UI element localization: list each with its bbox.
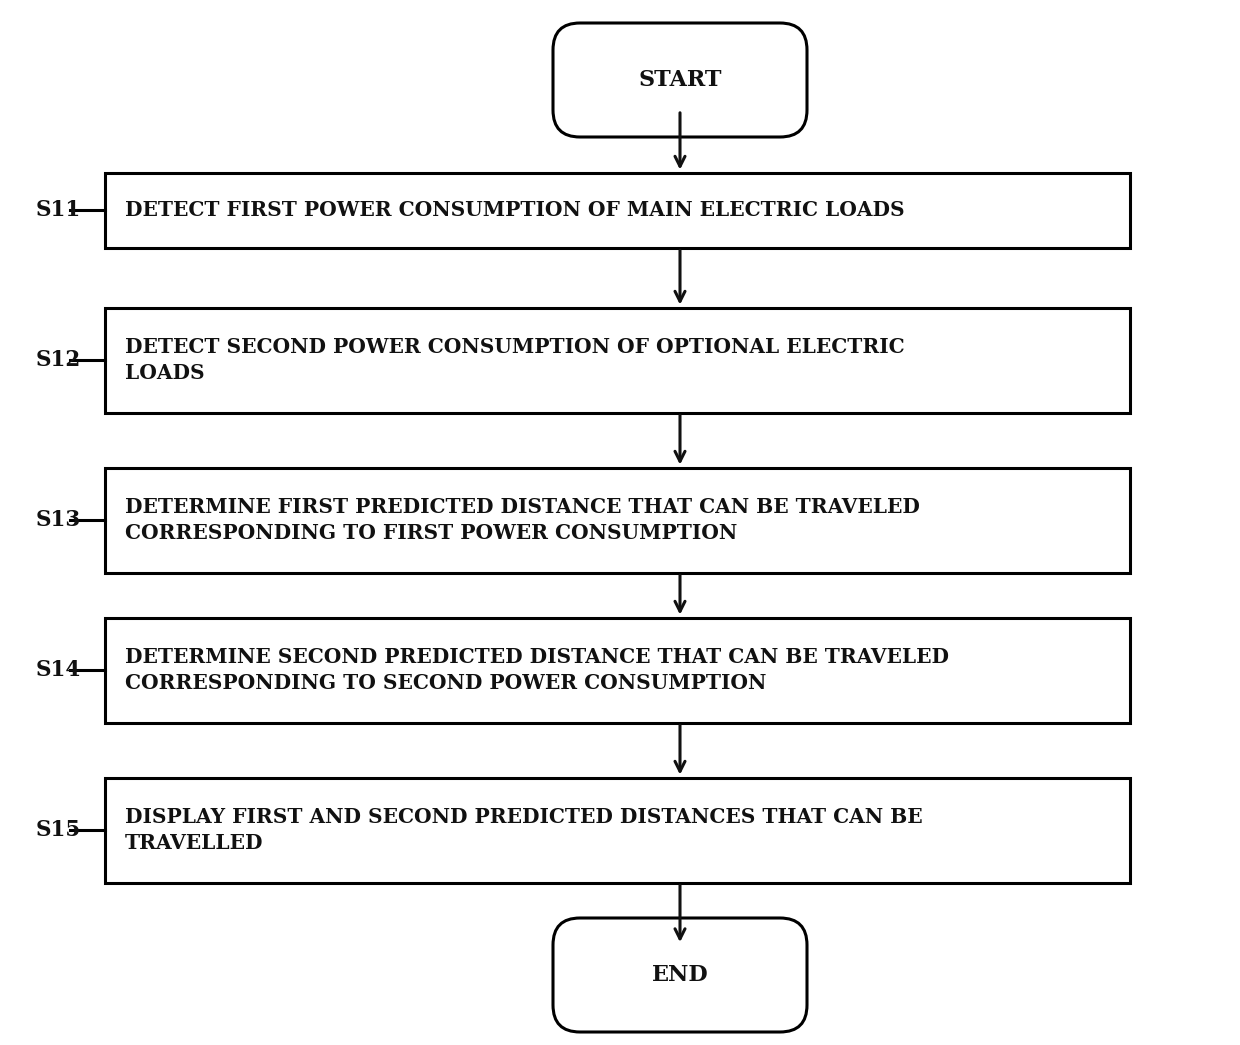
FancyBboxPatch shape [553, 918, 807, 1032]
Text: DETECT SECOND POWER CONSUMPTION OF OPTIONAL ELECTRIC: DETECT SECOND POWER CONSUMPTION OF OPTIO… [125, 336, 905, 357]
Text: DETERMINE FIRST PREDICTED DISTANCE THAT CAN BE TRAVELED: DETERMINE FIRST PREDICTED DISTANCE THAT … [125, 497, 920, 517]
Text: LOADS: LOADS [125, 363, 205, 384]
Text: S13: S13 [36, 509, 81, 531]
Bar [105, 777, 1130, 882]
Text: S14: S14 [35, 659, 81, 681]
Text: DETERMINE SECOND PREDICTED DISTANCE THAT CAN BE TRAVELED: DETERMINE SECOND PREDICTED DISTANCE THAT… [125, 647, 949, 667]
Text: DETECT FIRST POWER CONSUMPTION OF MAIN ELECTRIC LOADS: DETECT FIRST POWER CONSUMPTION OF MAIN E… [125, 200, 905, 220]
Bar [105, 467, 1130, 573]
Text: TRAVELLED: TRAVELLED [125, 833, 263, 853]
Bar [105, 307, 1130, 413]
Text: CORRESPONDING TO FIRST POWER CONSUMPTION: CORRESPONDING TO FIRST POWER CONSUMPTION [125, 522, 738, 543]
Text: S12: S12 [36, 349, 81, 371]
Bar [105, 172, 1130, 248]
Text: DISPLAY FIRST AND SECOND PREDICTED DISTANCES THAT CAN BE: DISPLAY FIRST AND SECOND PREDICTED DISTA… [125, 807, 923, 827]
FancyBboxPatch shape [553, 23, 807, 137]
Bar [105, 618, 1130, 722]
Text: S15: S15 [36, 819, 81, 841]
Text: END: END [652, 963, 708, 986]
Text: S11: S11 [36, 199, 81, 220]
Text: CORRESPONDING TO SECOND POWER CONSUMPTION: CORRESPONDING TO SECOND POWER CONSUMPTIO… [125, 673, 766, 693]
Text: START: START [639, 69, 722, 91]
